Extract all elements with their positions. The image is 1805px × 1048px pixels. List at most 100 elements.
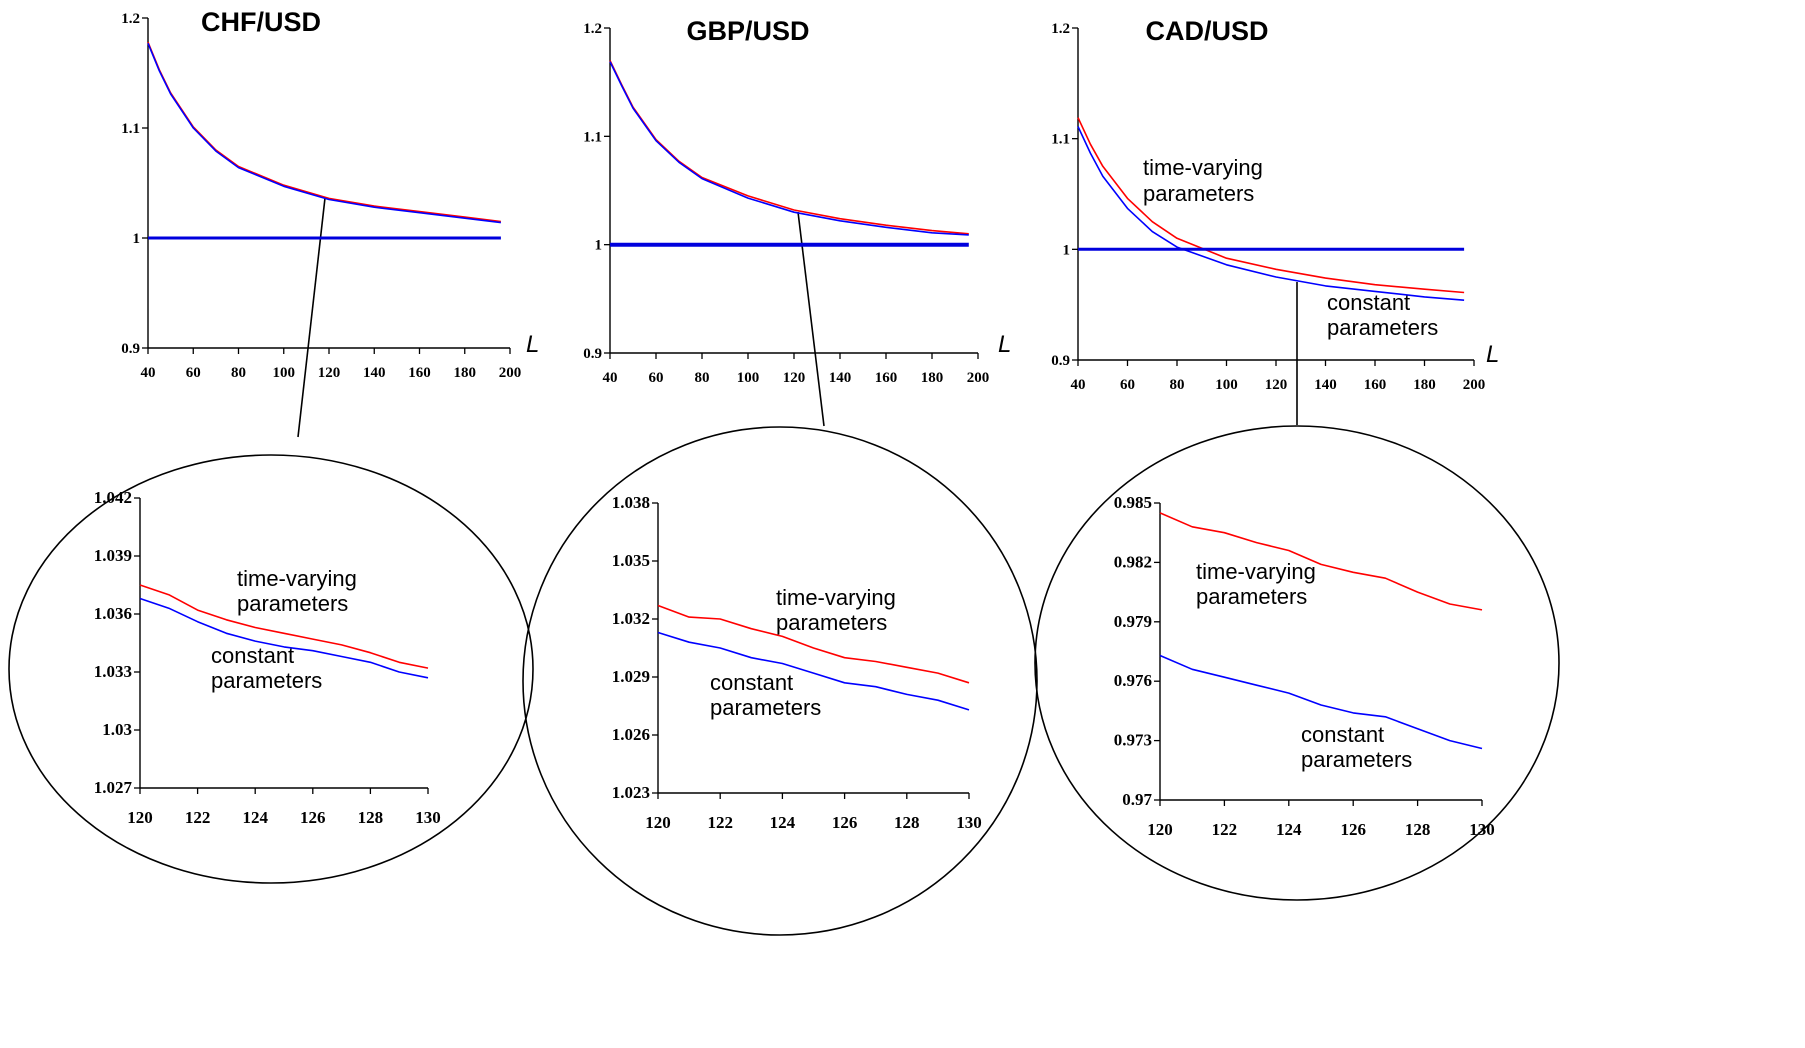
- series-line-time-varying: [1077, 117, 1465, 294]
- annotation-parameters: parameters: [1301, 747, 1412, 772]
- annotation-constant: constant: [1301, 722, 1384, 747]
- x-tick-label: 160: [875, 370, 898, 386]
- x-tick-label: 130: [1469, 820, 1495, 839]
- x-axis-label: L: [526, 331, 539, 358]
- y-tick-label: 1.033: [94, 662, 132, 681]
- x-tick-label: 122: [185, 808, 211, 827]
- panel-cad-usd: 0.9 1 1.1 1.2 40 60 80 100 120 140 160 180 200 CAD/US…: [1051, 16, 1499, 393]
- x-tick-label: 140: [829, 370, 852, 386]
- x-tick-label: 60: [649, 370, 664, 386]
- annotation-constant: constant: [710, 670, 793, 695]
- x-tick-label: 122: [707, 813, 733, 832]
- x-tick-label: 130: [415, 808, 441, 827]
- annotation-time-varying: time-varying: [1196, 559, 1316, 584]
- x-tick-label: 180: [1413, 377, 1436, 393]
- x-tick-label: 200: [967, 370, 990, 386]
- x-tick-label: 40: [603, 370, 618, 386]
- magnifier-circle-gbp: [522, 426, 1038, 936]
- magnifier-circle-chf: [8, 454, 534, 884]
- y-tick-label: 1.042: [94, 488, 132, 507]
- y-tick-label: 1.035: [612, 551, 650, 570]
- annotation-parameters: parameters: [710, 695, 821, 720]
- x-tick-label: 80: [695, 370, 710, 386]
- x-tick-label: 80: [231, 365, 246, 381]
- y-tick-label: 1.03: [102, 720, 132, 739]
- panel-gbp-usd: 0.9 1 1.1 1.2 40 60 80 100 120 140 160 180 200 GBP/US…: [583, 16, 1011, 386]
- annotation-constant: constant: [211, 643, 294, 668]
- y-tick-label: 0.9: [583, 346, 602, 362]
- x-tick-label: 128: [1405, 820, 1431, 839]
- x-tick-label: 120: [783, 370, 806, 386]
- series-line-time-varying: [657, 604, 970, 684]
- y-tick-label: 0.982: [1114, 552, 1152, 571]
- x-tick-label: 120: [318, 365, 341, 381]
- y-tick-label: 1: [1063, 242, 1071, 258]
- x-tick-label: 140: [1314, 377, 1337, 393]
- y-tick-label: 1.026: [612, 725, 650, 744]
- annotation-parameters: parameters: [1327, 315, 1438, 340]
- x-tick-label: 60: [1120, 377, 1135, 393]
- y-tick-label: 1: [595, 238, 603, 254]
- series-line-constant: [1159, 654, 1483, 750]
- x-tick-label: 122: [1212, 820, 1238, 839]
- x-axis-label: L: [998, 331, 1011, 358]
- y-tick-label: 1.023: [612, 783, 650, 802]
- x-tick-label: 40: [141, 365, 156, 381]
- y-tick-label: 0.976: [1114, 671, 1152, 690]
- x-tick-label: 126: [1340, 820, 1366, 839]
- x-tick-label: 120: [127, 808, 153, 827]
- x-tick-label: 120: [645, 813, 671, 832]
- annotation-parameters: parameters: [211, 668, 322, 693]
- x-axis-label: L: [1486, 341, 1499, 368]
- x-tick-label: 100: [273, 365, 296, 381]
- y-tick-label: 1.038: [612, 493, 650, 512]
- y-tick-label: 1: [133, 231, 141, 247]
- x-tick-label: 180: [921, 370, 944, 386]
- y-tick-label: 1.036: [94, 604, 132, 623]
- y-tick-label: 1.1: [121, 121, 140, 137]
- series-line-constant: [609, 61, 969, 236]
- annotation-parameters: parameters: [1196, 584, 1307, 609]
- series-line-time-varying: [139, 584, 429, 669]
- x-tick-label: 126: [832, 813, 858, 832]
- annotation-parameters: parameters: [776, 610, 887, 635]
- chart-title: CAD/USD: [1145, 16, 1268, 46]
- y-tick-label: 0.97: [1122, 790, 1152, 809]
- annotation-time-varying: time-varying: [237, 566, 357, 591]
- series-line-constant: [1077, 126, 1465, 301]
- x-tick-label: 126: [300, 808, 326, 827]
- annotation-parameters: parameters: [1143, 181, 1254, 206]
- leader-line-gbp: [797, 211, 825, 427]
- y-tick-label: 1.032: [612, 609, 650, 628]
- x-tick-label: 200: [1463, 377, 1486, 393]
- panel-zoom-3: 0.97 0.973 0.976 0.979 0.982 0.985 120 122 124 12…: [1114, 493, 1495, 839]
- series-line-time-varying: [147, 41, 501, 223]
- x-tick-label: 120: [1265, 377, 1288, 393]
- leader-line-chf: [297, 197, 326, 438]
- y-tick-label: 1.2: [121, 11, 140, 27]
- x-tick-label: 128: [894, 813, 920, 832]
- x-tick-label: 100: [1215, 377, 1238, 393]
- series-line-constant: [147, 42, 501, 224]
- x-tick-label: 60: [186, 365, 201, 381]
- x-tick-label: 140: [363, 365, 386, 381]
- y-tick-label: 1.039: [94, 546, 132, 565]
- chart-title: CHF/USD: [201, 7, 321, 37]
- annotation-time-varying: time-varying: [1143, 155, 1263, 180]
- y-tick-label: 1.029: [612, 667, 650, 686]
- x-tick-label: 124: [242, 808, 268, 827]
- annotation-constant: constant: [1327, 290, 1410, 315]
- y-tick-label: 1.1: [583, 129, 602, 145]
- panel-zoom-1: 1.027 1.03 1.033 1.036 1.039 1.042 120 122 124 12…: [94, 488, 441, 827]
- x-tick-label: 100: [737, 370, 760, 386]
- y-tick-label: 0.985: [1114, 493, 1152, 512]
- x-tick-label: 124: [1276, 820, 1302, 839]
- y-tick-label: 1.027: [94, 778, 133, 797]
- x-tick-label: 120: [1147, 820, 1173, 839]
- panel-chf-usd: 0.9 1 1.1 1.2 40 60 80 100 120 140 160 180 200 CHF/US…: [121, 7, 539, 381]
- x-tick-label: 160: [408, 365, 431, 381]
- x-tick-label: 200: [499, 365, 522, 381]
- magnifier-circle-cad: [1034, 425, 1560, 901]
- y-tick-label: 1.2: [1051, 21, 1070, 37]
